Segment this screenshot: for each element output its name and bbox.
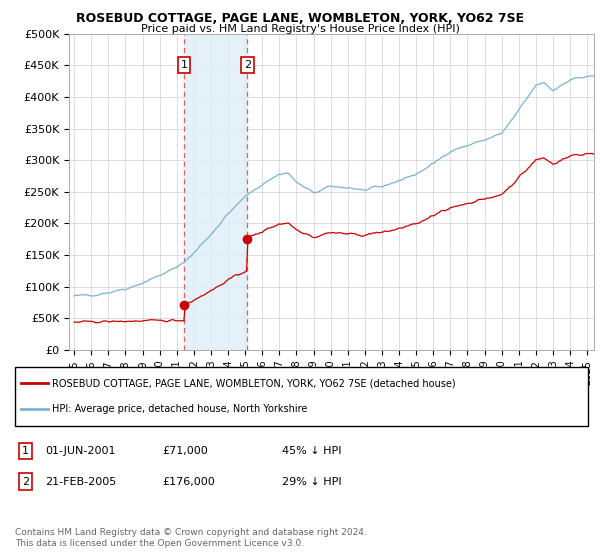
Text: 2: 2 [244,60,251,70]
Text: 1: 1 [181,60,187,70]
Text: HPI: Average price, detached house, North Yorkshire: HPI: Average price, detached house, Nort… [52,404,308,414]
Text: 21-FEB-2005: 21-FEB-2005 [45,477,116,487]
Text: 45% ↓ HPI: 45% ↓ HPI [282,446,341,456]
Text: 29% ↓ HPI: 29% ↓ HPI [282,477,341,487]
Text: ROSEBUD COTTAGE, PAGE LANE, WOMBLETON, YORK, YO62 7SE: ROSEBUD COTTAGE, PAGE LANE, WOMBLETON, Y… [76,12,524,25]
Text: 1: 1 [22,446,29,456]
Text: 2: 2 [22,477,29,487]
Text: Price paid vs. HM Land Registry's House Price Index (HPI): Price paid vs. HM Land Registry's House … [140,24,460,34]
Text: £176,000: £176,000 [162,477,215,487]
Text: ROSEBUD COTTAGE, PAGE LANE, WOMBLETON, YORK, YO62 7SE (detached house): ROSEBUD COTTAGE, PAGE LANE, WOMBLETON, Y… [52,378,456,388]
Text: 01-JUN-2001: 01-JUN-2001 [45,446,115,456]
Text: £71,000: £71,000 [162,446,208,456]
Text: Contains HM Land Registry data © Crown copyright and database right 2024.
This d: Contains HM Land Registry data © Crown c… [15,528,367,548]
